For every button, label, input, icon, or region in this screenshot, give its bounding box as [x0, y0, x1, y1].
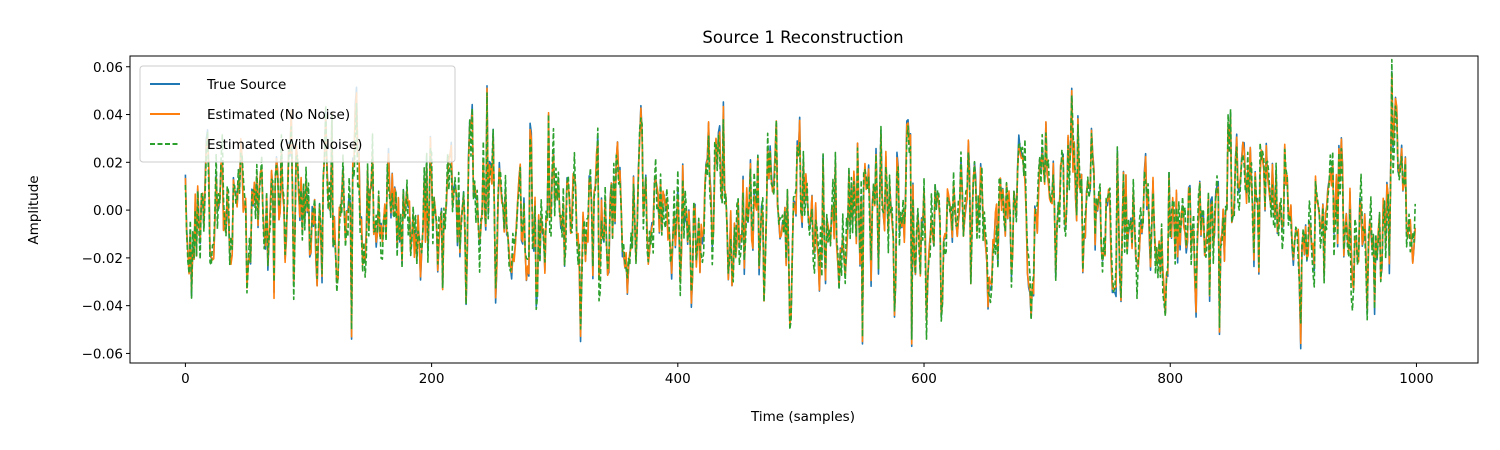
x-tick-label: 0 [181, 371, 190, 387]
x-axis-label: Time (samples) [750, 409, 855, 425]
y-tick-label: −0.06 [82, 346, 123, 362]
y-axis: −0.06 −0.04 −0.02 0.00 0.02 0.04 0.06 [82, 60, 130, 362]
legend-label: Estimated (With Noise) [207, 137, 362, 153]
y-tick-label: −0.02 [82, 251, 123, 267]
series-line-3 [184, 58, 1417, 340]
legend: True Source Estimated (No Noise) Estimated… [139, 65, 456, 163]
x-axis: 0 200 400 600 800 1000 [181, 363, 1434, 387]
x-tick-label: 600 [911, 371, 937, 387]
legend-box [139, 65, 456, 163]
x-tick-label: 1000 [1399, 371, 1433, 387]
plot-area [184, 58, 1417, 350]
legend-label: True Source [206, 77, 286, 93]
y-tick-label: 0.02 [93, 155, 123, 171]
x-tick-label: 800 [1157, 371, 1183, 387]
chart-title: Source 1 Reconstruction [702, 28, 903, 47]
y-tick-label: 0.06 [93, 60, 123, 76]
y-tick-label: 0.00 [93, 203, 123, 219]
x-tick-label: 200 [419, 371, 445, 387]
x-tick-label: 400 [665, 371, 691, 387]
y-tick-label: 0.04 [93, 108, 123, 124]
legend-label: Estimated (No Noise) [207, 107, 350, 123]
y-axis-label: Amplitude [26, 175, 42, 244]
axes-frame [129, 55, 1479, 364]
y-tick-label: −0.04 [82, 299, 123, 315]
